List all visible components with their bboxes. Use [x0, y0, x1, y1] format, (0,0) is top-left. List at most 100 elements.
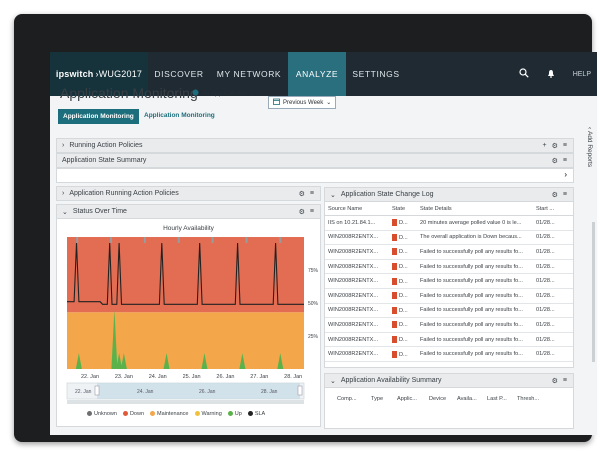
cell-text: D...: [399, 264, 408, 271]
unknown-mark: [76, 237, 79, 243]
table-row[interactable]: WIN2008R2ENTX... D... Failed to successful…: [325, 346, 573, 362]
table-cell: D...: [389, 215, 417, 231]
table-cell: Failed to successfully poll any results …: [417, 346, 533, 362]
tab-my-network[interactable]: MY NETWORK: [216, 69, 282, 79]
table-cell: D...: [389, 346, 417, 362]
legend-item[interactable]: Maintenance: [150, 411, 189, 417]
table-row[interactable]: WIN2008R2ENTX... D... The overall applicat…: [325, 230, 573, 246]
tab-analyze[interactable]: ANALYZE: [288, 52, 346, 96]
table-cell: WIN2008R2ENTX...: [325, 230, 389, 246]
add-icon[interactable]: +: [542, 141, 547, 149]
table-cell: D...: [389, 317, 417, 333]
legend-item[interactable]: SLA: [247, 411, 265, 417]
legend-swatch: [227, 411, 233, 417]
top-nav: ipswitch ›WUG2017 DISCOVER MY NETWORK ANA…: [50, 52, 597, 96]
column-header[interactable]: Type: [371, 396, 384, 402]
legend-item[interactable]: Up: [227, 411, 242, 417]
menu-icon[interactable]: ≡: [562, 156, 567, 164]
gear-icon[interactable]: ⚙: [298, 190, 305, 198]
navigator-scrollbar: [67, 400, 304, 404]
add-reports-tab[interactable]: ‹ Add Reports: [586, 127, 593, 167]
subtab-app-monitoring[interactable]: Application Monitoring: [144, 112, 215, 119]
gear-icon[interactable]: ⚙: [551, 142, 558, 150]
search-icon[interactable]: [519, 68, 529, 80]
table-cell: 01/28...: [533, 273, 573, 289]
column-header[interactable]: Availa...: [457, 396, 477, 402]
legend-item[interactable]: Down: [122, 411, 144, 417]
y-tick-label: 75%: [308, 268, 319, 274]
menu-icon[interactable]: ≡: [562, 376, 567, 384]
chevron-right-icon[interactable]: ›: [564, 170, 567, 179]
menu-icon[interactable]: ≡: [562, 141, 567, 149]
subtab-app-monitoring-active[interactable]: Application Monitoring: [58, 109, 139, 124]
status-over-time-bar[interactable]: ⌄ Status Over Time ⚙ ≡: [56, 204, 321, 219]
table-cell: 01/28...: [533, 259, 573, 275]
x-tick-label: 25. Jan: [183, 374, 201, 380]
legend-swatch: [150, 411, 155, 417]
app-filter-dropdown[interactable]: All Applications ⌄: [192, 89, 254, 98]
change-log-bar[interactable]: ⌄ Application State Change Log ⚙ ≡: [324, 187, 574, 202]
availability-summary-panel: Comp... Type Applic... Device Availa... …: [324, 387, 574, 429]
table-cell: Failed to successfully poll any results …: [417, 303, 533, 319]
help-link[interactable]: HELP: [572, 70, 591, 78]
legend-label: Warning: [201, 411, 222, 417]
change-log-panel: Source Name State State Details Start ..…: [324, 201, 574, 368]
availability-chart[interactable]: 75% 50% 25% 22. Jan 23. Jan 24. Jan 25. Jan 26.…: [57, 219, 320, 426]
cell-text: D...: [399, 322, 408, 329]
menu-icon[interactable]: ≡: [309, 207, 314, 215]
column-header[interactable]: State Details: [417, 202, 533, 216]
legend-item[interactable]: Unknown: [87, 411, 117, 417]
table-cell: D...: [389, 259, 417, 275]
column-header[interactable]: State: [389, 202, 417, 216]
maintenance-area: [67, 312, 304, 369]
unknown-mark: [245, 237, 248, 243]
page-scrollbar[interactable]: [592, 222, 595, 362]
status-down-icon: [392, 292, 397, 300]
gear-icon[interactable]: ⚙: [551, 191, 558, 199]
down-area: [67, 237, 304, 313]
x-tick-label: 23. Jan: [115, 374, 133, 380]
app-running-policies-bar[interactable]: › Application Running Action Policies ⚙ …: [56, 186, 321, 201]
cell-text: D...: [399, 278, 408, 285]
column-header[interactable]: Thresh...: [517, 396, 540, 402]
tab-discover[interactable]: DISCOVER: [154, 69, 204, 79]
table-row[interactable]: WIN2008R2ENTX... D... Failed to successful…: [325, 259, 573, 275]
table-row[interactable]: WIN2008R2ENTX... D... Failed to successful…: [325, 288, 573, 304]
change-log-label: Application State Change Log: [340, 191, 434, 198]
chevron-down-icon: ⌄: [330, 377, 336, 385]
gear-icon[interactable]: ⚙: [551, 377, 558, 385]
column-header[interactable]: Source Name: [325, 202, 389, 216]
menu-icon[interactable]: ≡: [309, 189, 314, 197]
state-summary-tools: ⚙ ≡: [552, 157, 567, 165]
column-header[interactable]: Applic...: [397, 396, 417, 402]
date-filter-dropdown[interactable]: Previous Week ⌄: [268, 96, 337, 109]
table-cell: Failed to successfully poll any results …: [417, 244, 533, 260]
column-header[interactable]: Comp...: [337, 396, 357, 402]
availability-summary-bar[interactable]: ⌄ Application Availability Summary ⚙ ≡: [324, 373, 574, 388]
column-header[interactable]: Device: [429, 396, 447, 402]
navigator-tick-label: 26. Jan: [199, 389, 216, 395]
unknown-mark: [177, 237, 180, 243]
running-policies-bar[interactable]: › Running Action Policies + ⚙ ≡: [56, 138, 574, 153]
gear-icon[interactable]: ⚙: [551, 157, 558, 165]
cell-text: D...: [399, 307, 408, 314]
table-row[interactable]: IIS on 10.21.84.1... D... 20 minutes avera…: [325, 215, 573, 231]
column-header[interactable]: Start ...: [533, 202, 573, 216]
status-down-icon: [392, 219, 397, 227]
tab-settings[interactable]: SETTINGS: [352, 69, 400, 79]
gear-icon[interactable]: ⚙: [298, 208, 305, 216]
table-row[interactable]: WIN2008R2ENTX... D... Failed to successful…: [325, 273, 573, 289]
column-header[interactable]: Last P...: [487, 396, 507, 402]
navigator-tick-label: 22. Jan: [75, 389, 92, 395]
cell-text: D...: [399, 351, 408, 358]
bell-icon[interactable]: [547, 69, 555, 80]
state-summary-bar[interactable]: Application State Summary ⚙ ≡: [56, 153, 574, 168]
table-row[interactable]: WIN2008R2ENTX... D... Failed to successful…: [325, 303, 573, 319]
table-row[interactable]: WIN2008R2ENTX... D... Failed to successful…: [325, 332, 573, 348]
y-tick-label: 50%: [308, 301, 319, 307]
table-header-row: Source Name State State Details Start ..…: [325, 202, 573, 216]
legend-item[interactable]: Warning: [194, 411, 222, 417]
table-row[interactable]: WIN2008R2ENTX... D... Failed to successful…: [325, 317, 573, 333]
menu-icon[interactable]: ≡: [562, 190, 567, 198]
table-row[interactable]: WIN2008R2ENTX... D... Failed to successful…: [325, 244, 573, 260]
